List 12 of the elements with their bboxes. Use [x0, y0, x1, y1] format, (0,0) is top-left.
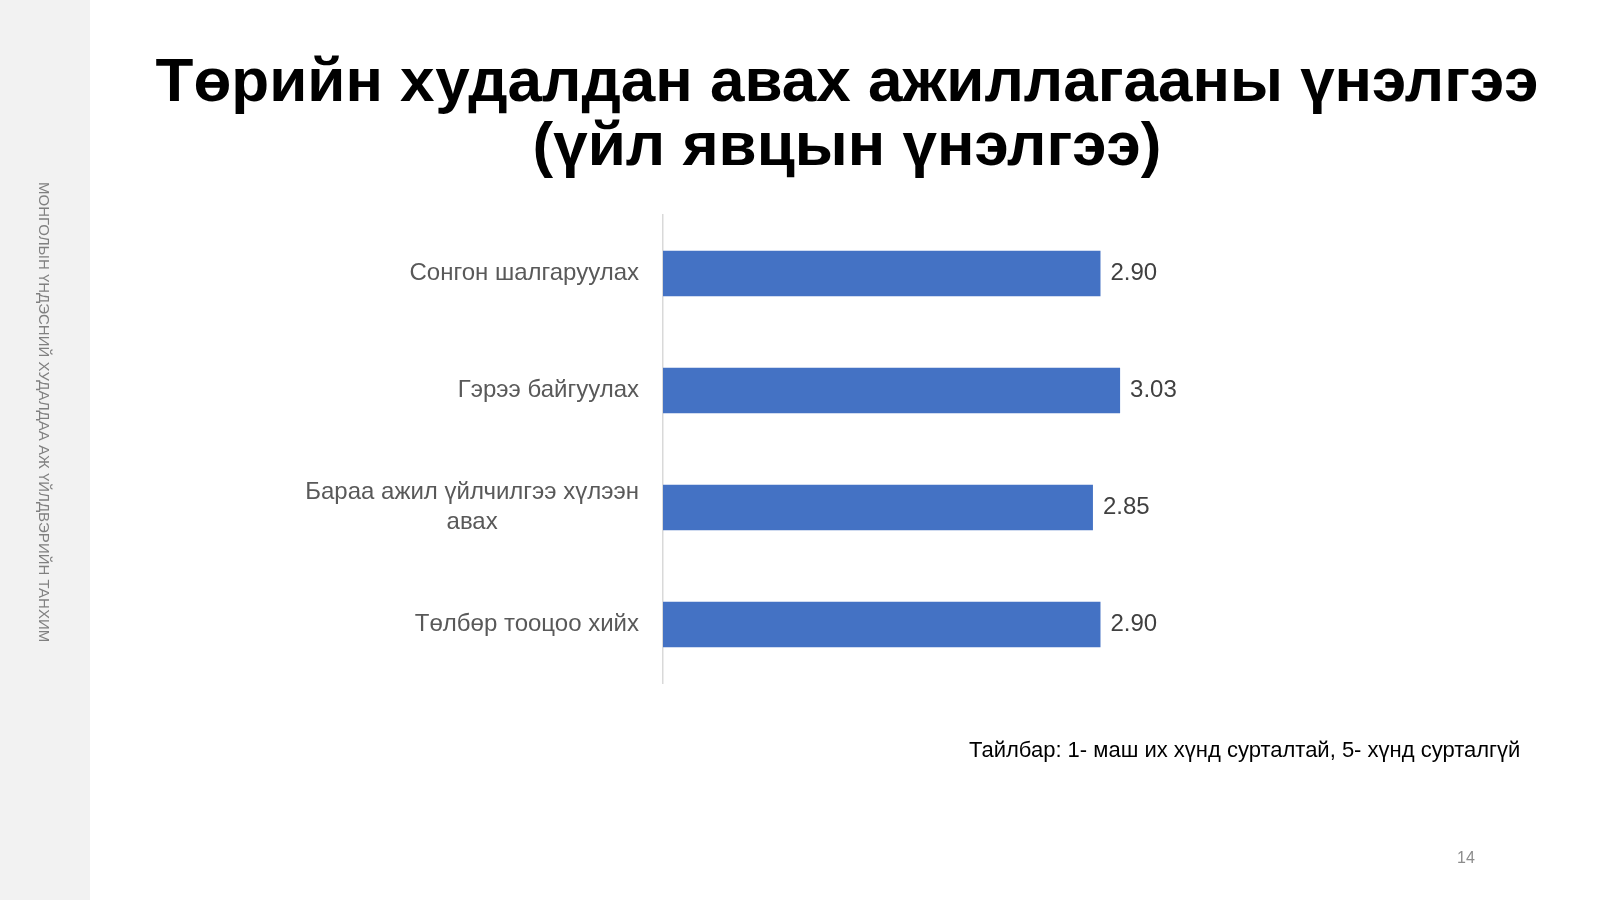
text: Тайлбар: 1- маш их хүнд сурталтай, 5- хүнд сурталгүй: [969, 737, 1521, 763]
data-label: 2.85: [1102, 492, 1150, 520]
y-tick-label: Сонгон шалгаруулах: [409, 258, 639, 286]
data-label: 3.03: [1130, 375, 1177, 403]
y-tick-label: Төлбөр тооцоо хийх: [414, 609, 640, 637]
y-tick-label: Бараа ажил үйлчилгээ хүлээн авах: [305, 477, 639, 535]
text: МОНГОЛЫН ҮНДЭСНИЙ ХУДАЛДАА АЖ ҮЙЛДВЭРИЙН ТАНХИМ: [36, 182, 53, 643]
data-label: 2.90: [1110, 258, 1158, 286]
y-tick-label: Гэрээ байгуулах: [457, 375, 639, 403]
chart-title: Төрийн худалдан авах ажиллагааны үнэлгээ (үйл явцын үнэлгээ): [154, 45, 1540, 178]
text: 14: [1457, 849, 1475, 867]
data-label: 2.90: [1110, 609, 1158, 637]
